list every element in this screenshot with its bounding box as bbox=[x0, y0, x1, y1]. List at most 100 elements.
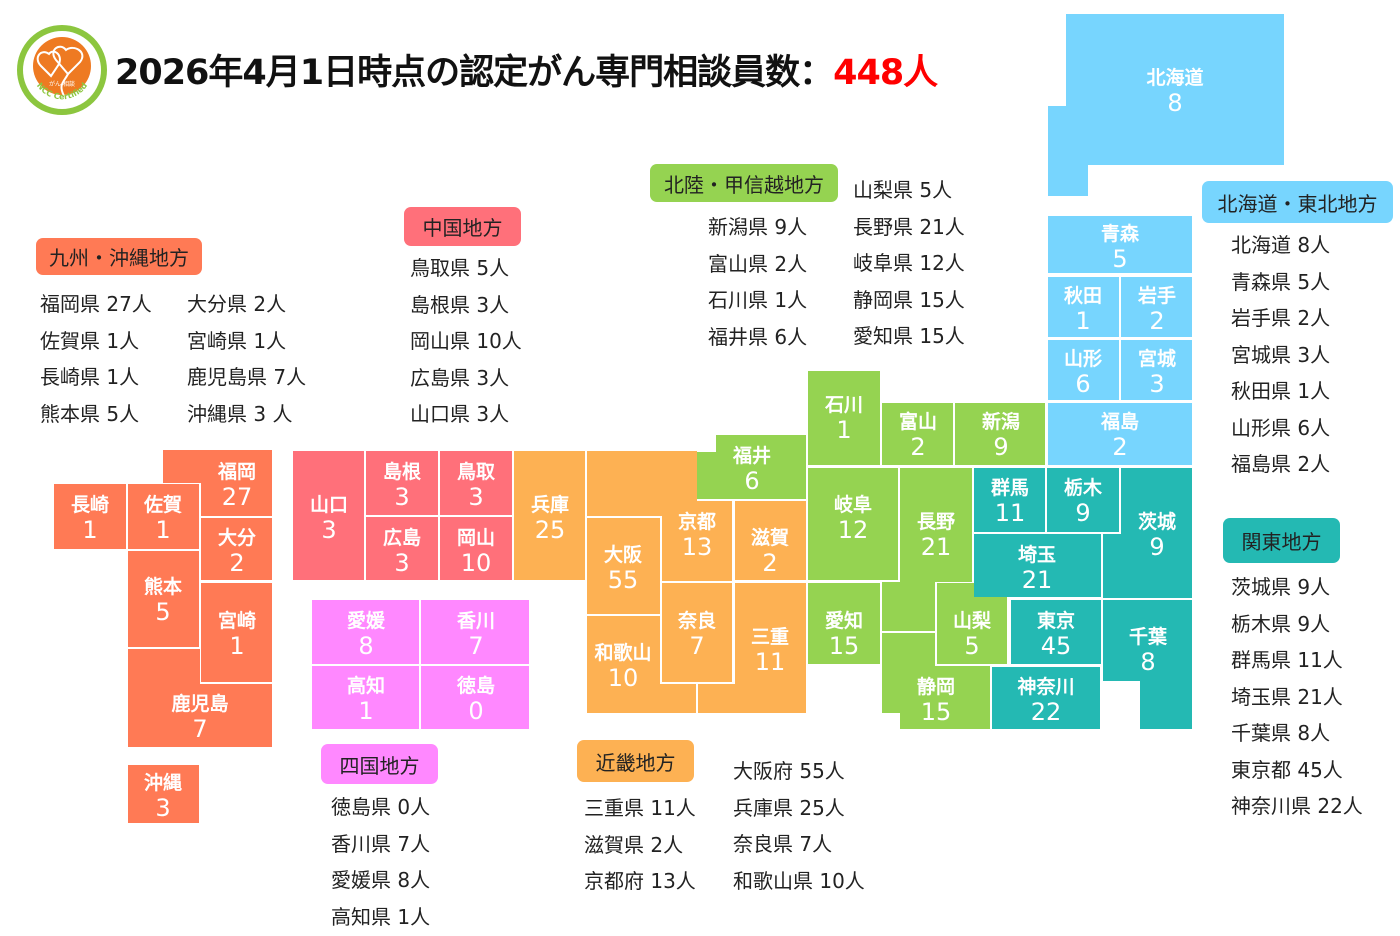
prefecture-name: 長崎 bbox=[71, 493, 109, 516]
prefecture-shape bbox=[128, 484, 199, 549]
prefecture-shape bbox=[1103, 534, 1192, 598]
prefecture-shape bbox=[128, 684, 272, 747]
prefecture-shape bbox=[882, 403, 953, 465]
list-item: 静岡県 15人 bbox=[853, 287, 965, 312]
prefecture-name: 福島 bbox=[1100, 410, 1139, 433]
list-item: 愛媛県 8人 bbox=[331, 868, 431, 892]
list-item: 新潟県 9人 bbox=[708, 215, 808, 239]
prefecture-name: 富山 bbox=[899, 410, 937, 433]
prefecture-count: 7 bbox=[192, 715, 207, 743]
shikoku-list: 徳島県 0人 香川県 7人 愛媛県 8人 高知県 1人 bbox=[331, 789, 430, 935]
list-item: 奈良県 7人 bbox=[733, 832, 833, 856]
prefecture-shape bbox=[697, 452, 806, 499]
prefecture-name: 宮崎 bbox=[218, 609, 256, 632]
list-item: 東京都 45人 bbox=[1231, 757, 1343, 782]
prefecture-tile-niigata: 新潟9 bbox=[955, 403, 1045, 465]
prefecture-name: 鳥取 bbox=[457, 460, 495, 483]
prefecture-name: 埼玉 bbox=[1018, 543, 1056, 566]
prefecture-name: 高知 bbox=[347, 674, 385, 697]
prefecture-shape bbox=[1048, 277, 1119, 337]
list-item: 島根県 3人 bbox=[410, 292, 510, 317]
prefecture-name: 山梨 bbox=[953, 609, 992, 632]
prefecture-name: 香川 bbox=[456, 610, 495, 632]
prefecture-tile-toyama: 富山2 bbox=[882, 403, 953, 465]
prefecture-count: 8 bbox=[358, 632, 373, 660]
chugoku-list: 鳥取県 5人 島根県 3人 岡山県 10人 広島県 3人 山口県 3人 bbox=[410, 250, 522, 433]
list-item: 沖縄県 3 人 bbox=[187, 401, 293, 426]
prefecture-name: 福井 bbox=[732, 444, 771, 467]
list-item: 佐賀県 1人 bbox=[40, 328, 140, 353]
region-badge-tohoku: 北海道・東北地方 bbox=[1202, 181, 1393, 223]
prefecture-tile-miyazaki: 宮崎1 bbox=[201, 583, 272, 682]
prefecture-name: 秋田 bbox=[1064, 284, 1102, 307]
prefecture-shape bbox=[735, 501, 806, 580]
svg-text:がん 相談: がん 相談 bbox=[49, 80, 75, 88]
prefecture-shape bbox=[1121, 277, 1192, 337]
prefecture-name: 愛知 bbox=[825, 609, 863, 632]
prefecture-name: 岡山 bbox=[457, 527, 495, 549]
prefecture-shape bbox=[293, 451, 364, 580]
prefecture-count: 27 bbox=[222, 483, 253, 511]
kinki-list-col1: 三重県 11人 滋賀県 2人 京都府 13人 bbox=[584, 790, 696, 900]
prefecture-name: 鹿児島 bbox=[171, 692, 228, 715]
prefecture-count: 2 bbox=[910, 433, 925, 461]
prefecture-name: 石川 bbox=[824, 394, 863, 416]
prefecture-name: 和歌山 bbox=[594, 641, 651, 664]
list-item: 岡山県 10人 bbox=[410, 329, 522, 353]
region-badge-shikoku: 四国地方 bbox=[321, 744, 438, 784]
prefecture-count: 1 bbox=[155, 516, 170, 544]
region-badge-kyushu: 九州・沖縄地方 bbox=[36, 238, 202, 275]
prefecture-count: 3 bbox=[394, 483, 409, 511]
kinki-list-col2: 大阪府 55人 兵庫県 25人 奈良県 7人 和歌山県 10人 bbox=[733, 753, 865, 899]
prefecture-name: 島根 bbox=[383, 460, 421, 483]
list-item: 宮崎県 1人 bbox=[187, 328, 287, 353]
list-item: 広島県 3人 bbox=[410, 365, 510, 390]
prefecture-tile-fukui: 福井6 bbox=[697, 435, 806, 499]
prefecture-shape bbox=[1048, 216, 1192, 273]
prefecture-name: 広島 bbox=[383, 526, 421, 549]
prefecture-name: 奈良 bbox=[677, 609, 716, 632]
prefecture-name: 愛媛 bbox=[347, 609, 386, 632]
prefecture-name: 山形 bbox=[1064, 348, 1102, 370]
prefecture-name: 千葉 bbox=[1129, 626, 1168, 648]
prefecture-shape bbox=[900, 468, 972, 582]
prefecture-count: 9 bbox=[1075, 499, 1090, 527]
prefecture-count: 21 bbox=[921, 533, 952, 561]
prefecture-shape bbox=[201, 518, 272, 580]
prefecture-shape bbox=[312, 600, 419, 664]
prefecture-name: 山口 bbox=[310, 494, 348, 516]
prefecture-shape bbox=[698, 684, 806, 713]
list-item: 福岡県 27人 bbox=[40, 292, 152, 316]
list-item: 埼玉県 21人 bbox=[1231, 684, 1343, 709]
total-count: 448人 bbox=[833, 53, 938, 93]
list-item: 大分県 2人 bbox=[187, 292, 287, 316]
prefecture-count: 3 bbox=[468, 483, 483, 511]
list-item: 熊本県 5人 bbox=[40, 401, 140, 426]
prefecture-shape bbox=[54, 484, 126, 549]
title-text: 2026年4月1日時点の認定がん専門相談員数： bbox=[115, 53, 834, 93]
list-item: 石川県 1人 bbox=[708, 288, 808, 312]
prefecture-name: 北海道 bbox=[1146, 66, 1203, 89]
prefecture-shape bbox=[421, 666, 529, 729]
prefecture-tile-ibaraki: 茨城9 bbox=[1103, 468, 1192, 598]
list-item: 山口県 3人 bbox=[410, 402, 510, 426]
prefecture-count: 2 bbox=[1149, 307, 1164, 335]
prefecture-name: 栃木 bbox=[1064, 476, 1103, 499]
page-title: 2026年4月1日時点の認定がん専門相談員数：448人 bbox=[115, 44, 938, 95]
list-item: 北海道 8人 bbox=[1231, 233, 1331, 257]
list-item: 徳島県 0人 bbox=[331, 795, 431, 819]
prefecture-tile-yamaguchi: 山口3 bbox=[293, 451, 364, 580]
prefecture-count: 3 bbox=[1149, 370, 1164, 398]
prefecture-name: 青森 bbox=[1101, 222, 1140, 245]
prefecture-shape bbox=[128, 551, 199, 647]
kyushu-list-col2: 大分県 2人 宮崎県 1人 鹿児島県 7人 沖縄県 3 人 bbox=[187, 286, 306, 432]
prefecture-count: 1 bbox=[82, 516, 97, 544]
